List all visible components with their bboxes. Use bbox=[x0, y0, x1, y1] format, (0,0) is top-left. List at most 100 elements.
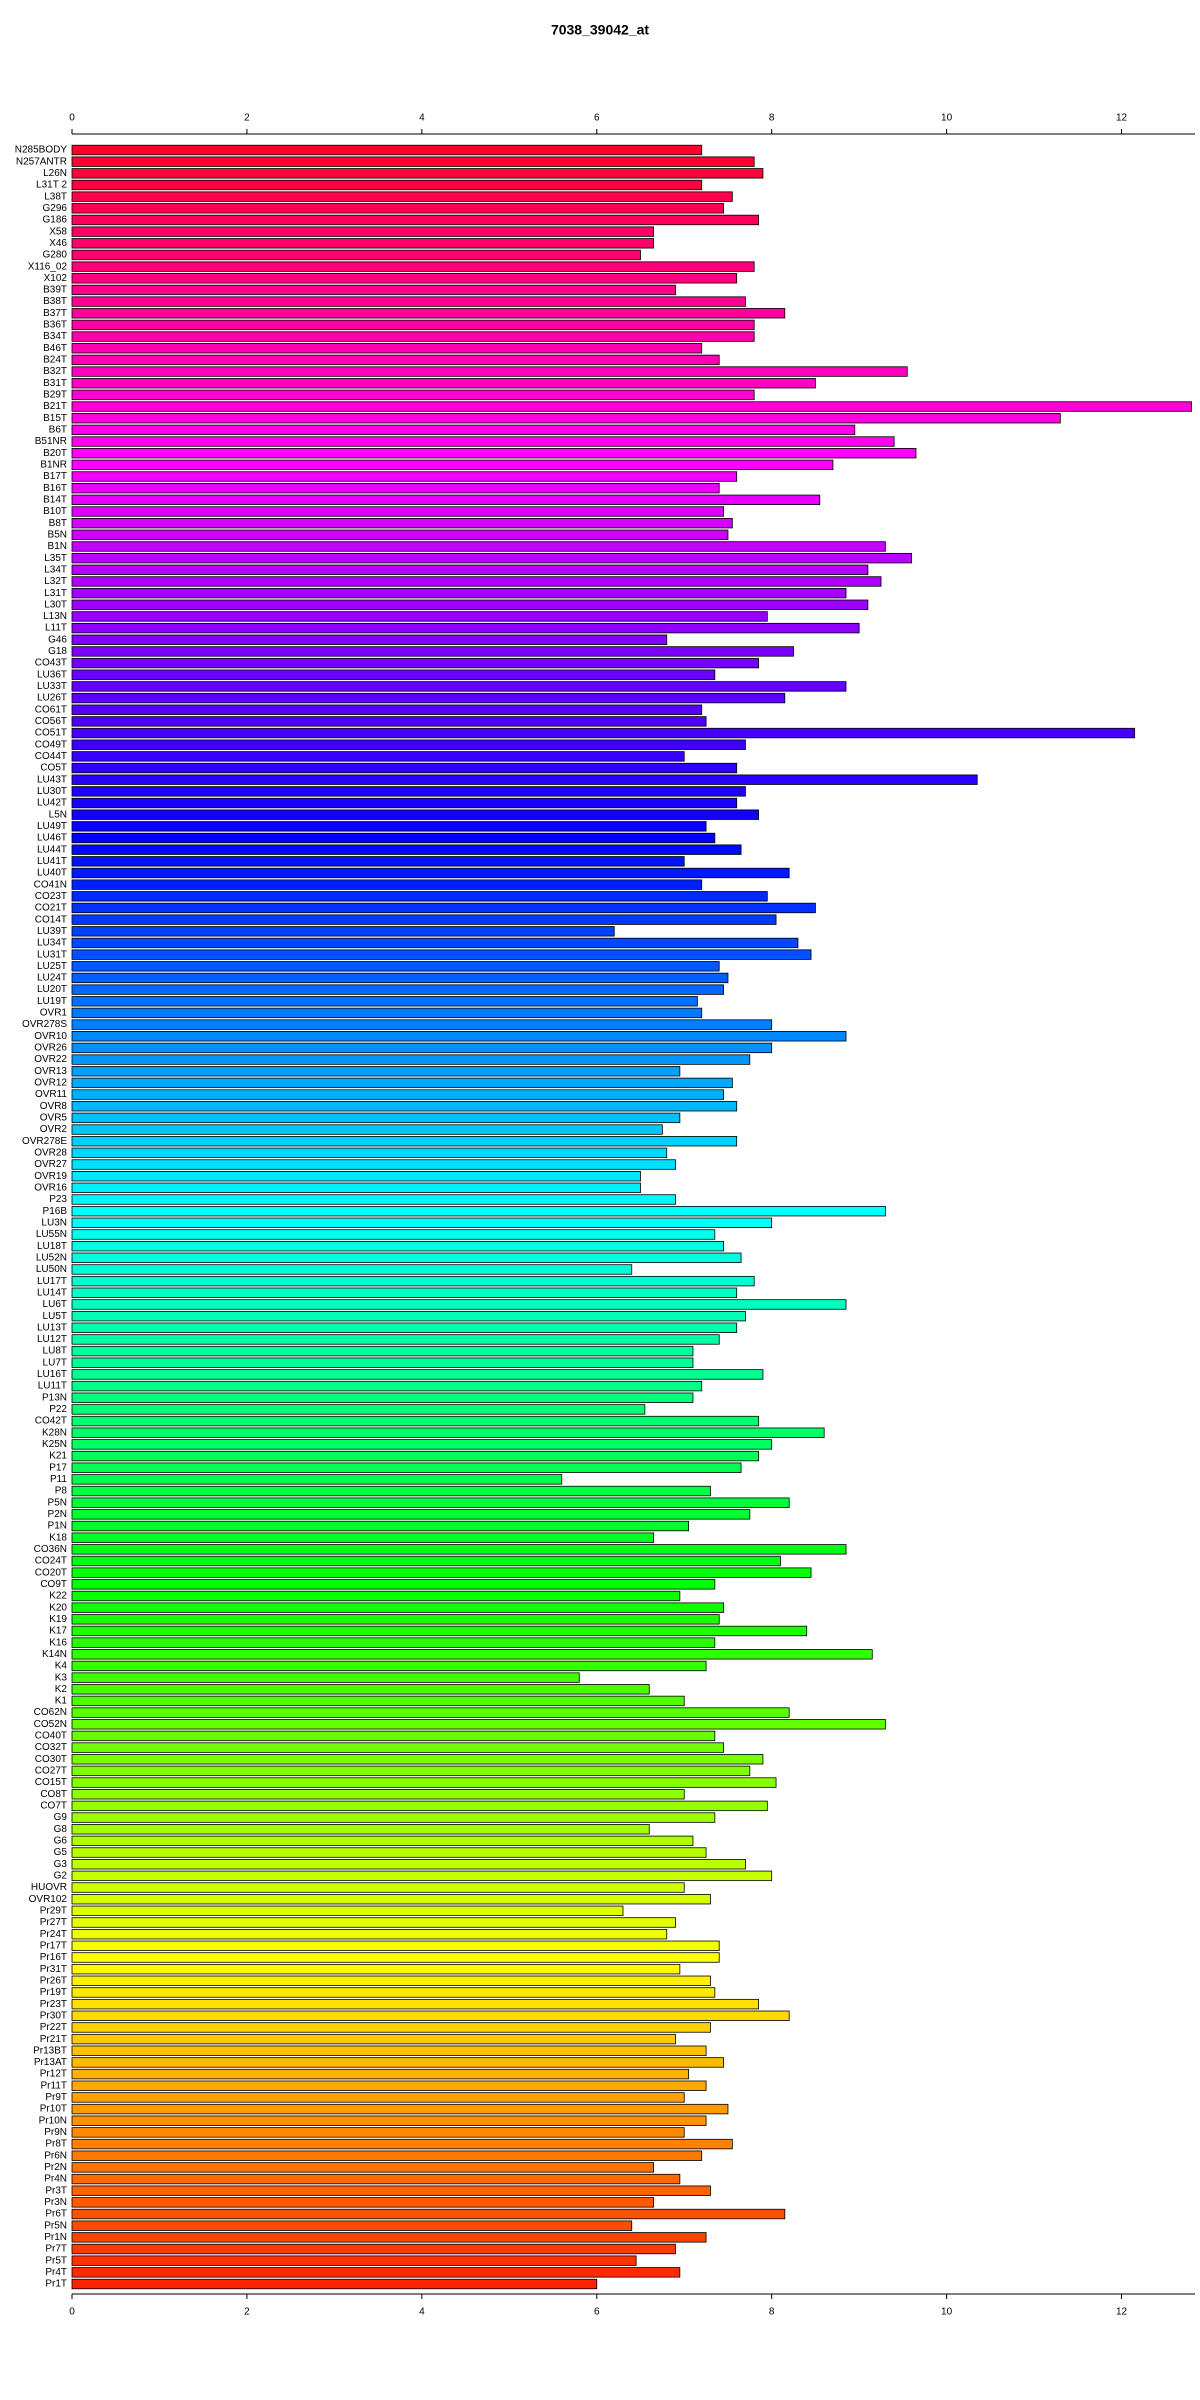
bar bbox=[71, 506, 724, 517]
bar bbox=[71, 343, 703, 354]
bar bbox=[71, 1812, 716, 1823]
y-tick-label: CO56T bbox=[35, 716, 67, 727]
x-tick-label: 8 bbox=[769, 2307, 775, 2318]
bar bbox=[71, 1485, 711, 1497]
y-tick-label: Pr8T bbox=[45, 2139, 67, 2150]
y-tick-label: K19 bbox=[49, 1614, 67, 1625]
bar bbox=[71, 2127, 685, 2138]
bar bbox=[71, 1742, 724, 1753]
y-tick-label: K28N bbox=[42, 1427, 67, 1438]
y-tick-label: L31T 2 bbox=[36, 180, 67, 191]
bar bbox=[71, 2278, 598, 2290]
bar bbox=[71, 1859, 746, 1870]
y-tick-label: CO49T bbox=[35, 739, 67, 750]
bar bbox=[71, 1893, 711, 1905]
y-tick-label: B14T bbox=[43, 494, 67, 505]
bar bbox=[71, 809, 759, 820]
y-tick-label: LU34T bbox=[37, 938, 67, 949]
bar bbox=[71, 902, 816, 914]
bar bbox=[71, 1275, 755, 1287]
bar bbox=[71, 1940, 720, 1952]
x-tick-label: 6 bbox=[594, 113, 600, 124]
bar bbox=[71, 144, 703, 156]
bar bbox=[71, 2103, 729, 2115]
y-tick-label: OVR12 bbox=[34, 1078, 67, 1089]
bar bbox=[71, 1963, 681, 1975]
bar bbox=[71, 1789, 685, 1800]
bar bbox=[71, 2150, 703, 2161]
y-tick-label: Pr16T bbox=[40, 1952, 67, 1963]
y-tick-label: Pr22T bbox=[40, 2022, 67, 2033]
bar bbox=[71, 1031, 847, 1042]
bar bbox=[71, 366, 908, 377]
bar bbox=[71, 1509, 751, 1520]
x-tick-label: 12 bbox=[1116, 113, 1128, 124]
bar bbox=[71, 2068, 690, 2080]
bar bbox=[71, 1905, 624, 1917]
bar bbox=[71, 681, 847, 692]
y-tick-label: G296 bbox=[43, 203, 68, 214]
bar bbox=[71, 284, 676, 296]
y-tick-label: K3 bbox=[55, 1672, 68, 1683]
bar bbox=[71, 214, 759, 226]
y-tick-label: LU14T bbox=[37, 1287, 67, 1298]
bar bbox=[71, 1077, 733, 1089]
x-tick-label: 2 bbox=[244, 2307, 250, 2318]
bar bbox=[71, 1532, 655, 1543]
x-tick-label: 4 bbox=[419, 113, 425, 124]
bar bbox=[71, 996, 698, 1007]
bar bbox=[71, 1625, 808, 1637]
bar bbox=[71, 1112, 681, 1124]
bar bbox=[71, 2057, 724, 2068]
bar bbox=[71, 1870, 773, 1882]
y-tick-label: CO43T bbox=[35, 658, 67, 669]
bar bbox=[71, 1497, 790, 1508]
bar bbox=[71, 1287, 738, 1298]
y-tick-label: LU20T bbox=[37, 984, 67, 995]
bar bbox=[71, 1007, 703, 1019]
y-tick-label: B24T bbox=[43, 355, 67, 366]
bar bbox=[71, 611, 768, 622]
y-tick-label: Pr29T bbox=[40, 1905, 67, 1916]
y-tick-label: CO51T bbox=[35, 728, 67, 739]
bar bbox=[71, 1019, 773, 1030]
y-tick-label: Pr26T bbox=[40, 1975, 67, 1986]
y-tick-label: OVR8 bbox=[40, 1101, 68, 1112]
bar bbox=[71, 319, 755, 331]
y-tick-label: LU13T bbox=[37, 1322, 67, 1333]
bar bbox=[71, 1427, 825, 1438]
bar bbox=[71, 844, 742, 855]
y-tick-label: Pr10N bbox=[39, 2115, 67, 2126]
y-tick-label: B32T bbox=[43, 366, 67, 377]
bar bbox=[71, 961, 720, 972]
bar bbox=[71, 1649, 873, 1660]
y-tick-label: Pr23T bbox=[40, 1999, 67, 2010]
y-tick-label: CO20T bbox=[35, 1567, 67, 1578]
y-tick-label: CO30T bbox=[35, 1754, 67, 1765]
y-tick-label: CO40T bbox=[35, 1731, 67, 1742]
y-tick-label: LU6T bbox=[43, 1299, 67, 1310]
bar bbox=[71, 1882, 685, 1893]
bar bbox=[71, 646, 794, 657]
bar bbox=[71, 1217, 773, 1229]
y-tick-label: OVR278S bbox=[22, 1019, 67, 1030]
bar bbox=[71, 168, 764, 179]
y-tick-label: Pr11T bbox=[41, 2080, 68, 2091]
bar bbox=[71, 1182, 641, 1194]
y-tick-label: K22 bbox=[49, 1591, 67, 1602]
y-tick-label: LU52N bbox=[36, 1252, 67, 1263]
y-tick-label: G280 bbox=[43, 250, 68, 261]
bar bbox=[71, 1264, 633, 1275]
bar bbox=[71, 1147, 668, 1159]
y-tick-label: LU25T bbox=[37, 961, 67, 972]
y-tick-label: CO7T bbox=[40, 1801, 67, 1812]
bar bbox=[71, 751, 685, 762]
y-tick-label: LU42T bbox=[37, 798, 67, 809]
y-tick-label: P13N bbox=[42, 1392, 67, 1403]
x-tick-label: 12 bbox=[1116, 2307, 1128, 2318]
bar bbox=[71, 331, 755, 342]
y-tick-label: LU39T bbox=[37, 926, 67, 937]
bar bbox=[71, 2208, 786, 2220]
bar bbox=[71, 354, 720, 366]
y-tick-label: K14N bbox=[42, 1649, 67, 1660]
